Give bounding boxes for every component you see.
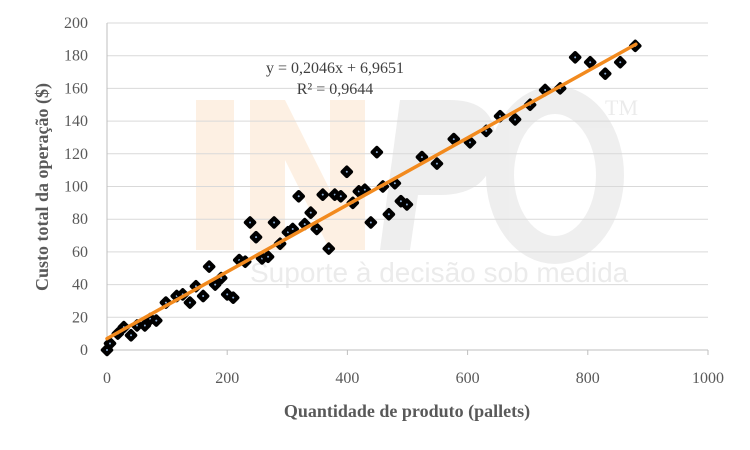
data-point-center	[255, 236, 258, 239]
data-point-center	[286, 231, 289, 234]
y-tick-label: 140	[64, 113, 88, 130]
data-point-center	[303, 223, 306, 226]
watermark-tm: TM	[605, 95, 638, 120]
x-tick-label: 0	[103, 370, 111, 387]
data-point-center	[143, 324, 146, 327]
data-point-center	[155, 319, 158, 322]
x-tick-label: 1000	[692, 370, 724, 387]
data-point-center	[226, 293, 229, 296]
x-axis-title: Quantidade de produto (pallets)	[284, 401, 530, 422]
data-point-center	[375, 151, 378, 154]
data-point-center	[499, 115, 502, 118]
data-point-center	[106, 349, 108, 351]
y-tick-label: 80	[72, 211, 88, 228]
data-point-center	[619, 61, 622, 64]
y-tick-label: 200	[64, 15, 88, 32]
r-squared-label: R² = 0,9644	[297, 81, 374, 98]
data-point-center	[273, 221, 276, 224]
data-point-center	[393, 182, 396, 185]
data-point-center	[604, 72, 607, 75]
data-point-center	[297, 195, 300, 198]
data-point-center	[387, 213, 390, 216]
data-point-center	[369, 221, 372, 224]
data-point-center	[435, 162, 438, 165]
data-point-center	[345, 170, 348, 173]
y-tick-label: 40	[72, 277, 88, 294]
data-point-center	[363, 188, 366, 191]
data-point-center	[315, 228, 318, 231]
data-point-center	[194, 285, 197, 288]
data-point-center	[249, 221, 252, 224]
data-point-center	[188, 301, 191, 304]
data-point-center	[321, 193, 324, 196]
data-point-center	[469, 141, 472, 144]
data-point-center	[327, 247, 330, 250]
data-point-center	[309, 211, 312, 214]
y-tick-label: 60	[72, 244, 88, 261]
data-point-center	[208, 265, 211, 268]
data-point-center	[399, 200, 402, 203]
y-tick-label: 100	[64, 179, 88, 196]
data-point-center	[220, 277, 223, 280]
data-point-center	[452, 138, 455, 141]
trendline	[105, 42, 638, 341]
watermark-tagline: Suporte à decisão sob medida	[250, 257, 629, 288]
x-tick-label: 400	[335, 370, 359, 387]
data-point-center	[291, 228, 294, 231]
data-point-center	[136, 324, 139, 327]
x-tick-label: 200	[215, 370, 239, 387]
data-point-center	[232, 296, 235, 299]
trendline-equation: y = 0,2046x + 6,9651	[266, 60, 404, 77]
data-point-center	[164, 301, 167, 304]
data-point-center	[214, 283, 217, 286]
data-point-center	[405, 203, 408, 206]
data-point-center	[544, 89, 547, 92]
y-tick-label: 0	[80, 342, 88, 359]
data-point-center	[514, 118, 517, 121]
data-point-center	[485, 129, 488, 132]
x-tick-label: 800	[576, 370, 600, 387]
data-point-center	[574, 56, 577, 59]
data-point-center	[202, 295, 205, 298]
data-point-center	[420, 156, 423, 159]
data-point-center	[109, 342, 112, 345]
y-tick-label: 120	[64, 146, 88, 163]
x-tick-label: 600	[456, 370, 480, 387]
data-point-center	[339, 195, 342, 198]
data-point-center	[589, 61, 592, 64]
y-tick-label: 180	[64, 48, 88, 65]
y-axis-title: Custo total da operação ($)	[32, 83, 53, 291]
data-point-center	[130, 334, 133, 337]
y-tick-label: 20	[72, 309, 88, 326]
data-point-center	[267, 255, 270, 258]
y-tick-label: 160	[64, 80, 88, 97]
